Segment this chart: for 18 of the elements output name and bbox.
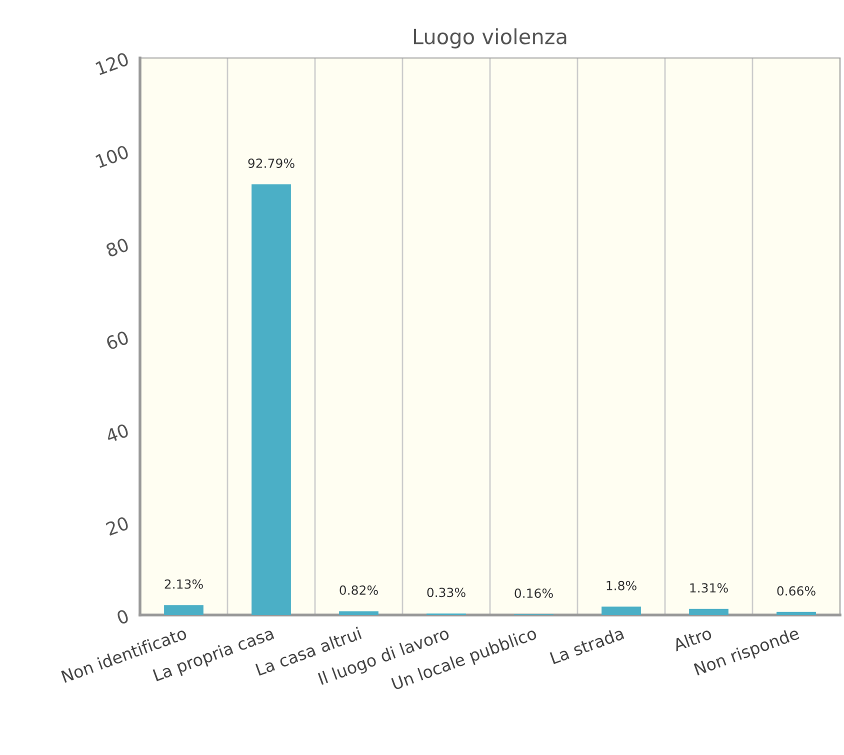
x-tick-label: Altro [672,626,712,652]
y-tick-label: 20 [105,516,130,536]
data-label: 2.13% [164,579,203,589]
chart-title: Luogo violenza [414,28,566,48]
data-label: 92.79% [248,158,294,168]
y-tick-label: 80 [105,238,130,258]
data-label: 0.16% [514,588,553,598]
data-label: 1.31% [690,583,728,593]
y-tick-label: 0 [116,608,130,625]
x-tick-label: La strada [550,626,624,664]
y-tick-label: 120 [95,52,130,76]
data-label: 0.82% [340,585,378,595]
data-label: 0.33% [427,588,466,598]
y-tick-label: 60 [105,330,130,350]
y-tick-label: 40 [105,423,130,444]
data-label: 0.66% [777,586,816,596]
data-label: 1.8% [606,580,636,590]
y-tick-label: 100 [95,144,130,168]
